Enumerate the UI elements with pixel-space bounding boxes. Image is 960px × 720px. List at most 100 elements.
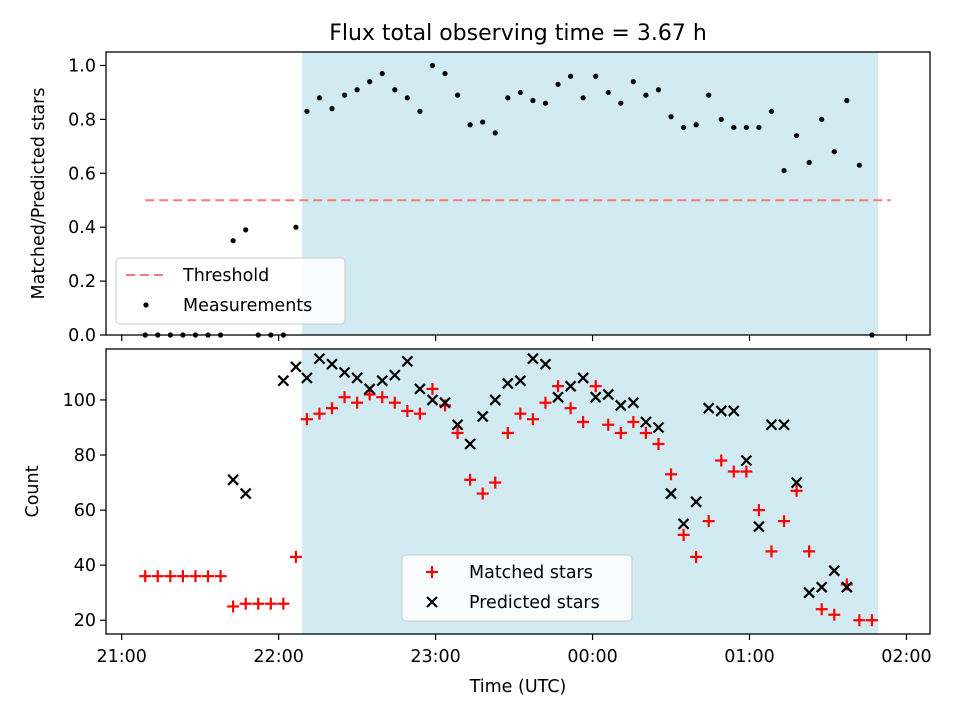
measurement-point — [517, 89, 523, 96]
y-tick-label: 60 — [74, 501, 96, 521]
matched-stars-point — [514, 407, 527, 420]
matched-stars-point — [665, 468, 678, 481]
matched-stars-point — [539, 396, 552, 409]
measurement-point — [567, 73, 574, 79]
measurement-point — [329, 106, 335, 112]
y-tick-label: 0.6 — [68, 164, 96, 184]
predicted-stars-point — [502, 377, 514, 390]
matched-stars-point — [139, 570, 152, 583]
matched-stars-point — [489, 476, 502, 489]
predicted-stars-point — [640, 416, 652, 428]
measurement-point — [492, 130, 498, 136]
matched-stars-point — [277, 597, 290, 610]
predicted-stars-point — [277, 374, 290, 387]
predicted-stars-point — [828, 564, 841, 577]
predicted-stars-point — [426, 394, 439, 406]
predicted-stars-point — [552, 391, 564, 403]
predicted-stars-point — [227, 474, 239, 486]
measurement-point — [743, 124, 749, 131]
y-tick-label: 40 — [74, 556, 96, 576]
measurement-point — [793, 132, 800, 139]
measurement-point — [856, 162, 862, 168]
predicted-stars-point — [414, 383, 426, 395]
measurement-point — [293, 224, 299, 230]
measurement-point — [655, 87, 662, 93]
matched-stars-legend-label: Matched stars — [469, 563, 593, 583]
predicted-stars-point — [363, 383, 376, 395]
ratio-legend-box — [115, 257, 346, 325]
matched-stars-point — [740, 465, 753, 478]
predicted-stars-point — [765, 418, 778, 431]
measurement-point — [530, 97, 536, 104]
measurement-point — [304, 108, 310, 114]
measurement-point — [593, 73, 599, 79]
matched-stars-point — [727, 465, 740, 478]
y-tick-label: 0.4 — [68, 218, 96, 238]
measurement-point — [718, 116, 724, 122]
y-tick-label: 1.0 — [68, 56, 96, 76]
matched-stars-point — [164, 570, 177, 583]
matched-stars-point — [501, 426, 514, 439]
predicted-stars-point — [753, 520, 765, 533]
y-tick-label: 100 — [63, 391, 96, 411]
matched-stars-point — [865, 614, 878, 627]
count-y-ticks: 20 40 60 80 100 — [63, 391, 106, 631]
measurement-point — [693, 122, 699, 128]
matched-stars-point — [289, 550, 302, 563]
predicted-stars-point — [577, 372, 589, 384]
x-tick-label: 22:00 — [253, 647, 303, 667]
predicted-stars-point — [815, 581, 828, 593]
predicted-stars-point — [301, 372, 313, 384]
x-axis-label: Time (UTC) — [469, 677, 567, 697]
matched-stars-point — [577, 415, 590, 428]
matched-stars-point — [702, 515, 715, 528]
matched-stars-point — [602, 418, 615, 431]
count-y-axis-label: Count — [23, 465, 43, 517]
predicted-stars-point — [338, 366, 351, 379]
matched-stars-point — [790, 484, 803, 497]
measurement-point — [404, 95, 410, 101]
matched-stars-point — [338, 391, 351, 404]
measurement-point — [454, 92, 461, 98]
matched-stars-point — [552, 380, 565, 393]
predicted-stars-point — [790, 476, 803, 489]
y-tick-label: 0.2 — [68, 272, 96, 292]
measurement-point — [417, 108, 423, 114]
measurement-point — [367, 79, 373, 85]
ratio-x-ticks — [121, 335, 908, 341]
measurement-point — [844, 97, 850, 104]
count-legend: Matched stars Predicted stars — [401, 554, 633, 622]
predicted-stars-point — [602, 388, 615, 401]
matched-stars-point — [752, 504, 765, 517]
predicted-stars-legend-label: Predicted stars — [469, 593, 600, 613]
threshold-legend-label: Threshold — [182, 266, 269, 286]
matched-stars-point — [376, 391, 389, 404]
ratio-panel: 0.0 0.2 0.4 0.6 0.8 1.0 Matched/Predicted sta… — [29, 51, 931, 346]
measurement-point — [731, 124, 737, 131]
measurement-point — [230, 238, 236, 244]
matched-stars-point — [614, 426, 627, 439]
chart-title: Flux total observing time = 3.67 h — [329, 21, 707, 46]
predicted-stars-point — [778, 418, 790, 431]
y-tick-label: 0.8 — [68, 110, 96, 130]
predicted-stars-point — [702, 402, 715, 414]
measurement-point — [379, 70, 385, 77]
predicted-stars-point — [589, 391, 602, 403]
predicted-stars-legend-swatch — [426, 596, 438, 608]
observing-window-shade — [302, 52, 879, 335]
predicted-stars-point — [351, 372, 363, 384]
matched-stars-point — [451, 426, 464, 439]
measurement-point — [768, 108, 775, 114]
measurement-point — [467, 122, 473, 128]
predicted-stars-point — [841, 581, 853, 593]
predicted-stars-point — [313, 352, 326, 365]
measurement-point — [668, 114, 674, 120]
measurement-point — [706, 92, 712, 98]
y-tick-label: 20 — [74, 611, 96, 631]
matched-stars-point — [252, 597, 265, 610]
measurement-point — [354, 87, 360, 93]
matched-stars-point — [765, 545, 778, 558]
matched-stars-point — [264, 597, 277, 610]
predicted-stars-point — [677, 518, 690, 530]
matched-stars-legend-swatch — [426, 566, 438, 578]
